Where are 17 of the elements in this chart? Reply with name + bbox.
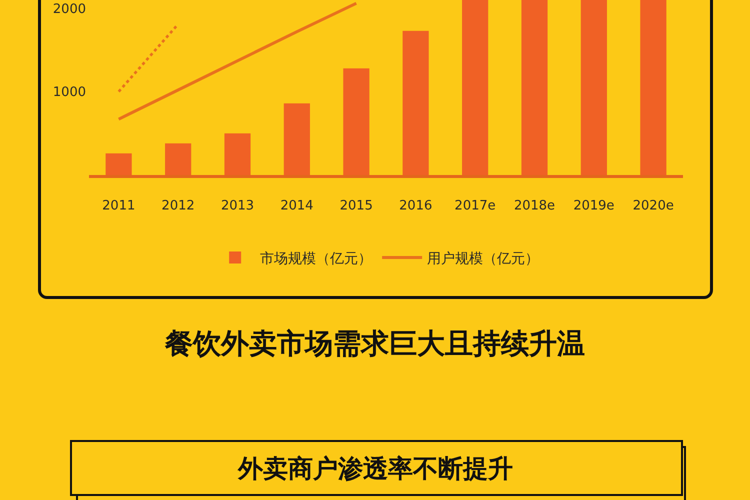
y-tick-label: 2000	[52, 2, 86, 17]
x-tick-label: 2011	[102, 198, 136, 214]
text: 餐饮外卖市场需求巨大且持续升温	[164, 326, 585, 360]
line-series	[117, 2, 358, 121]
x-tick-label: 2017e	[454, 198, 496, 214]
x-tick-label: 2015	[340, 198, 373, 214]
x-tick-label: 2020e	[632, 198, 674, 214]
legend-label: 用户规模（亿元）	[427, 251, 540, 268]
x-tick-label: 2014	[280, 198, 314, 214]
legend-label: 市场规模（亿元）	[260, 251, 372, 268]
x-tick-label: 2013	[220, 198, 254, 214]
x-tick-label: 2019e	[573, 198, 614, 214]
x-tick-label: 2016	[399, 198, 432, 214]
x-tick-label: 2018e	[514, 198, 556, 214]
y-tick-label: 1000	[52, 85, 86, 100]
text: 外卖商户渗透率不断提升	[237, 454, 513, 483]
x-tick-label: 2012	[162, 198, 195, 214]
